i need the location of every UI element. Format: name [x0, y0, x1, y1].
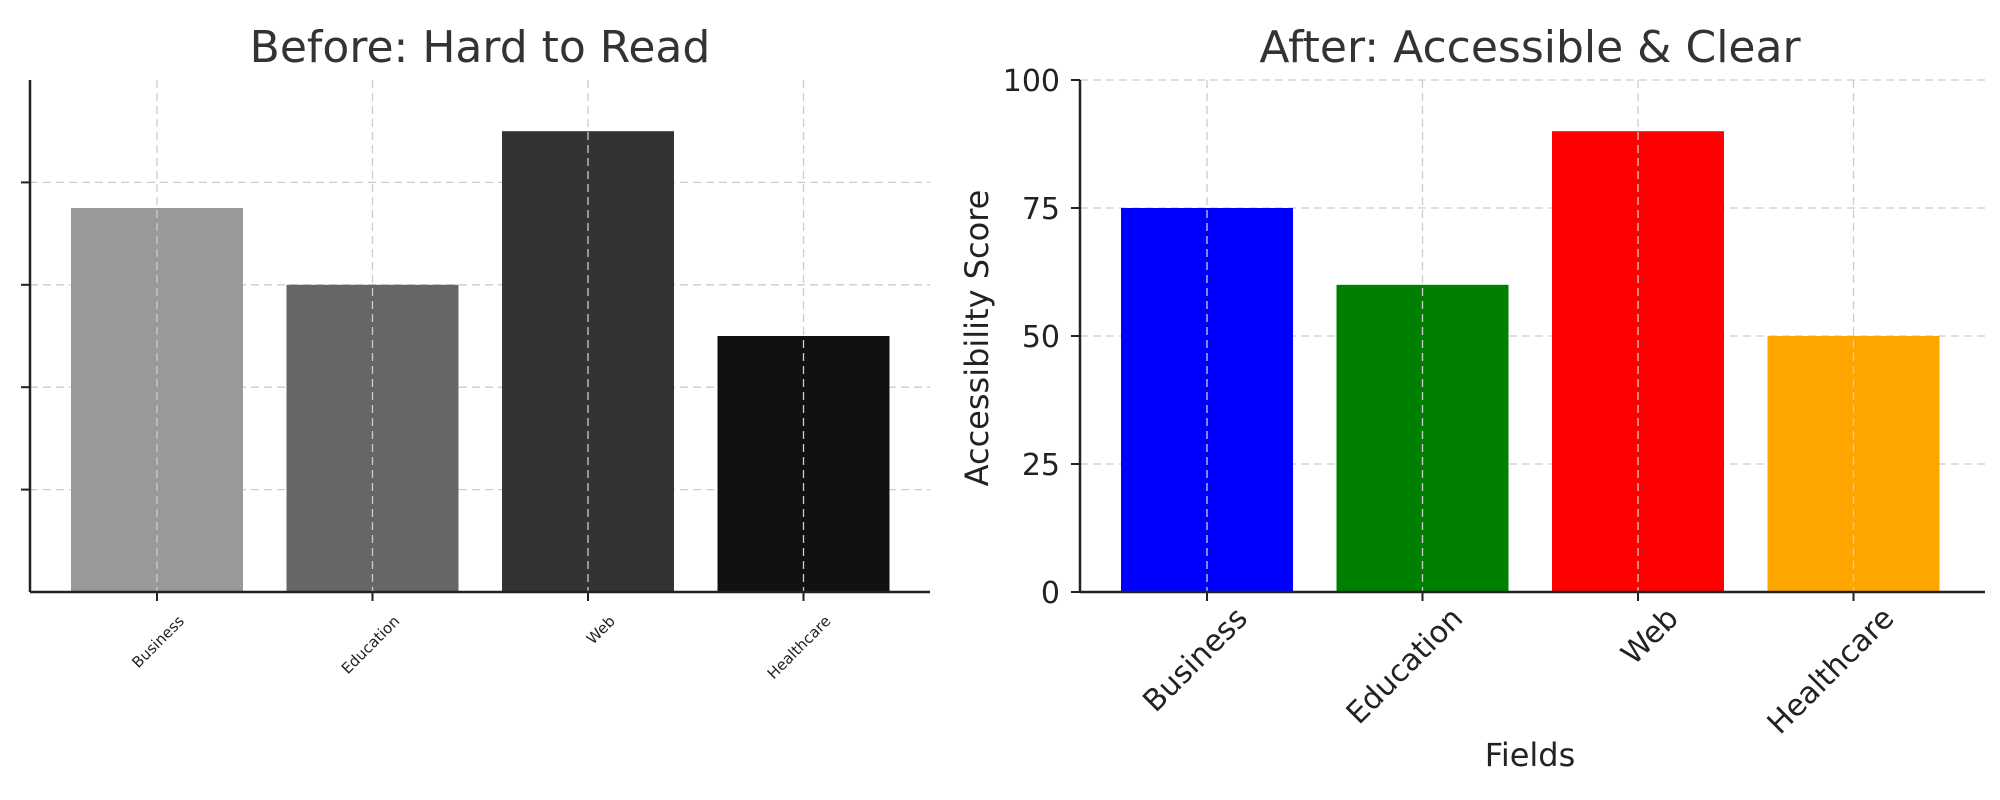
chart-before-axes — [21, 80, 930, 601]
before-xtick-label-healthcare: Healthcare — [764, 612, 835, 683]
chart-before: Before: Hard to Read Business Education We… — [21, 22, 930, 683]
after-xtick-label-web: Web — [1615, 601, 1686, 672]
chart-before-labels: Business Education Web Healthcare — [128, 612, 834, 683]
after-ytick-label: 75 — [1022, 192, 1060, 227]
chart-after-vgrid — [1206, 80, 1855, 592]
after-ytick-label: 50 — [1022, 320, 1060, 355]
after-xtick-label-healthcare: Healthcare — [1761, 601, 1901, 741]
chart-after-axes — [1071, 79, 1985, 601]
before-xtick-label-business: Business — [128, 612, 188, 672]
after-ytick-label: 100 — [1003, 64, 1060, 99]
chart-before-vgrid — [156, 80, 805, 592]
chart-after-bars — [1121, 131, 1940, 592]
before-xtick-label-web: Web — [583, 612, 619, 648]
chart-after-xlabel: Fields — [1485, 736, 1576, 774]
chart-after-title: After: Accessible & Clear — [1259, 22, 1801, 73]
chart-before-title: Before: Hard to Read — [250, 22, 711, 73]
before-xtick-label-education: Education — [338, 612, 404, 678]
chart-after: After: Accessible & Clear Fields Accessi… — [958, 22, 1985, 774]
chart-after-ylabel: Accessibility Score — [958, 190, 996, 487]
chart-before-bars — [71, 131, 890, 592]
after-xtick-label-business: Business — [1136, 601, 1254, 719]
after-ytick-label: 0 — [1041, 576, 1060, 611]
after-xtick-label-education: Education — [1340, 601, 1470, 731]
after-ytick-label: 25 — [1022, 448, 1060, 483]
